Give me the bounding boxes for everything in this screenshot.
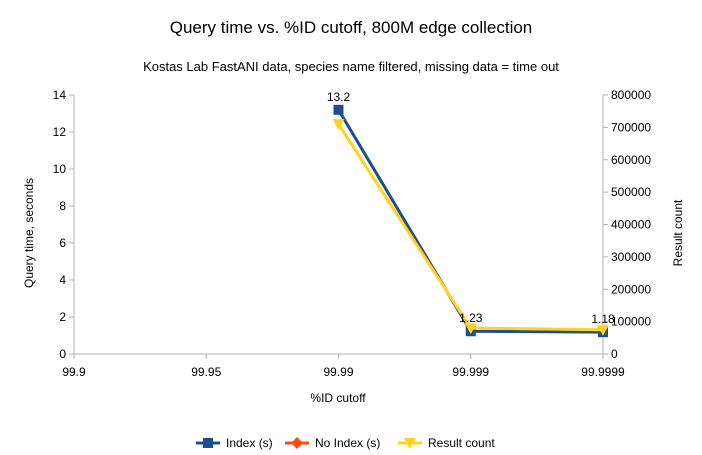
x-tick-label: 99.9999 [581,365,625,379]
y-right-tick-label: 600000 [611,153,651,167]
data-point-result-count [464,323,477,335]
y-left-tick-label: 4 [59,273,66,287]
data-label-index-s: 1.18 [591,312,615,326]
legend-marker-result-count [404,438,416,449]
data-label-index-s: 1.23 [459,311,483,325]
y-right-tick-label: 200000 [611,282,651,296]
chart-title: Query time vs. %ID cutoff, 800M edge col… [170,18,533,37]
legend-label-result-count: Result count [428,436,495,450]
x-tick-label: 99.95 [191,365,221,379]
y-right-tick-label: 300000 [611,250,651,264]
x-tick-label: 99.999 [452,365,489,379]
y-right-tick-label: 0 [611,347,618,361]
y-left-tick-label: 14 [53,88,67,102]
y-left-tick-label: 6 [59,236,66,250]
y-right-tick-label: 800000 [611,88,651,102]
y-left-tick-label: 12 [53,125,67,139]
legend-label-index-s: Index (s) [226,436,273,450]
data-point-result-count [597,324,609,336]
series-line-index-s [337,109,604,334]
y-right-tick-label: 100000 [611,315,651,329]
y-right-tick-label: 500000 [611,185,651,199]
series-line-result-count [337,123,604,332]
y-left-tick-label: 10 [53,162,67,176]
legend-marker-no-index-s [291,437,303,449]
data-point-index-s [333,104,344,115]
x-tick-label: 99.9 [62,365,86,379]
legend-marker-index-s [203,438,213,448]
y-left-tick-label: 2 [59,310,66,324]
y-left-tick-label: 0 [59,347,66,361]
x-tick-label: 99.99 [323,365,353,379]
y-right-tick-label: 700000 [611,120,651,134]
chart-subtitle: Kostas Lab FastANI data, species name fi… [143,59,559,74]
data-label-index-s: 13.2 [327,90,351,104]
data-point-result-count [332,119,345,131]
y-axis-title-right: Result count [671,199,685,266]
x-axis-title: %ID cutoff [310,391,366,405]
y-right-tick-label: 400000 [611,218,651,232]
y-axis-title-left: Query time, seconds [22,178,36,288]
y-left-tick-label: 8 [59,199,66,213]
legend-label-no-index-s: No Index (s) [315,436,380,450]
legend: Index (s) No Index (s) Result count [196,436,495,450]
